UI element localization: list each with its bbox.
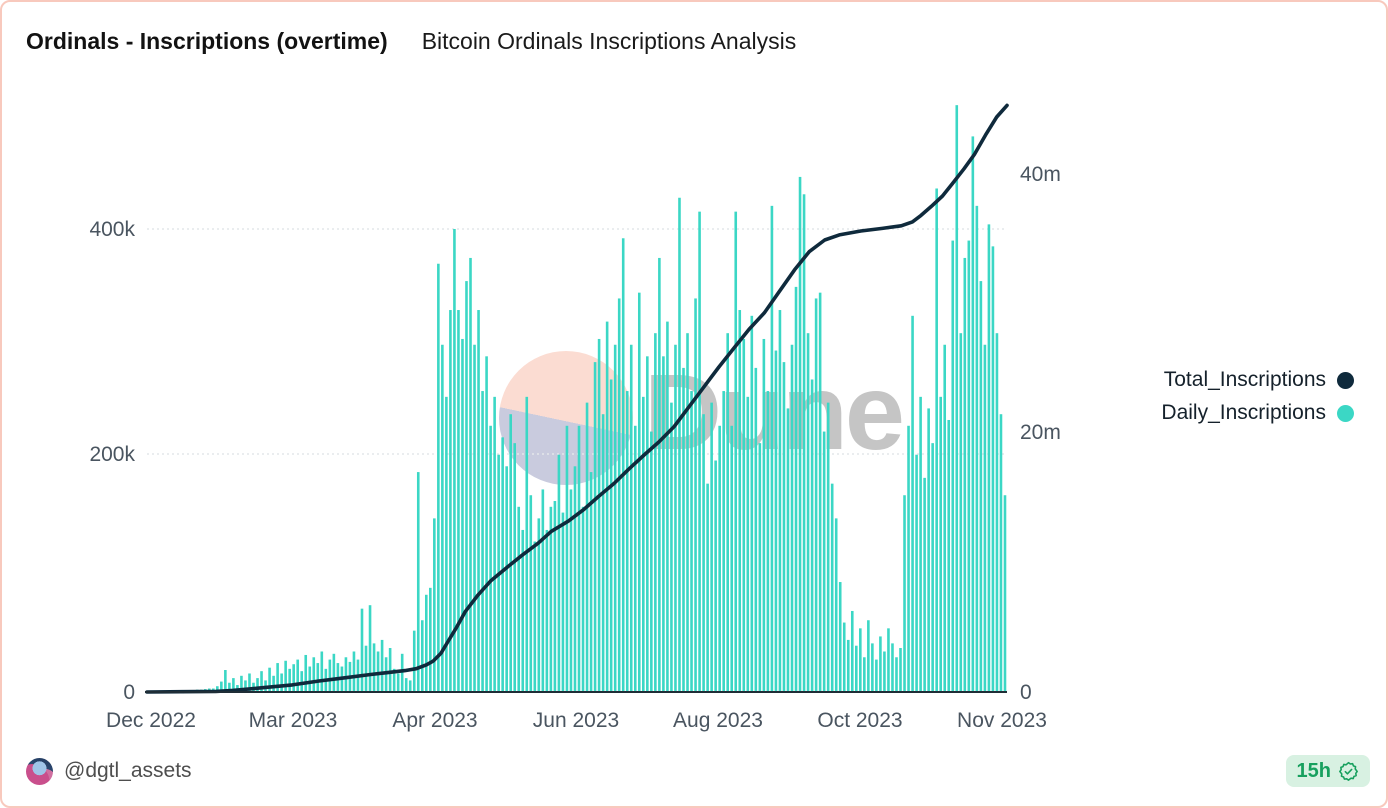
author-avatar[interactable] [26, 757, 53, 785]
y-right-tick-0: 0 [1020, 681, 1032, 704]
x-tick-dec-2022: Dec 2022 [106, 709, 196, 732]
y-right-tick-40m: 40m [1020, 163, 1061, 186]
legend-dot-navy [1337, 371, 1354, 389]
verified-seal-check-icon [1339, 761, 1358, 781]
card-footer: @dgtl_assets 15h [26, 754, 1370, 788]
y-left-tick-200k: 200k [89, 443, 135, 466]
y-left-tick-0: 0 [123, 681, 135, 704]
legend-dot-teal [1337, 404, 1354, 422]
y-left-tick-400k: 400k [89, 218, 135, 241]
author-handle[interactable]: @dgtl_assets [64, 759, 192, 782]
chart-subtitle: Bitcoin Ordinals Inscriptions Analysis [421, 28, 797, 54]
x-tick-jun-2023: Jun 2023 [533, 709, 619, 732]
age-label: 15h [1296, 759, 1331, 782]
x-tick-aug-2023: Aug 2023 [673, 709, 763, 732]
x-tick-mar-2023: Mar 2023 [249, 709, 338, 732]
data-freshness-badge[interactable]: 15h [1285, 755, 1370, 787]
daily-inscriptions-bars[interactable] [167, 105, 1007, 693]
y-right-tick-20m: 20m [1020, 421, 1061, 444]
chart-legend: Total_Inscriptions Daily_Inscriptions [1161, 368, 1354, 425]
total-inscriptions-line[interactable] [145, 103, 1009, 694]
chart-header: Ordinals - Inscriptions (overtime) Bitco… [26, 28, 796, 55]
legend-item-total-inscriptions[interactable]: Total_Inscriptions [1161, 368, 1354, 392]
legend-label: Total_Inscriptions [1163, 368, 1326, 391]
legend-label: Daily_Inscriptions [1161, 401, 1326, 424]
x-tick-apr-2023: Apr 2023 [392, 709, 477, 732]
legend-item-daily-inscriptions[interactable]: Daily_Inscriptions [1161, 401, 1354, 425]
chart-title: Ordinals - Inscriptions (overtime) [26, 28, 388, 54]
x-tick-nov-2023: Nov 2023 [957, 709, 1047, 732]
x-tick-oct-2023: Oct 2023 [817, 709, 902, 732]
